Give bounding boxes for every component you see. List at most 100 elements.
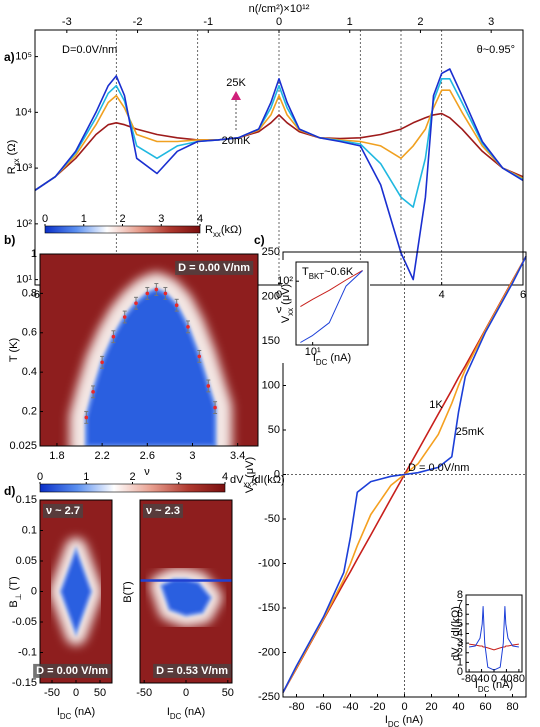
y-axis-label: Rxx (Ω) [6, 140, 21, 174]
x-axis-label-part: I [167, 706, 170, 718]
annotation: D = 0.53 V/nm [156, 665, 228, 677]
x-axis-label-part: DC [170, 712, 182, 721]
data-line [34, 112, 524, 191]
inset-x-label-part: I [475, 679, 478, 691]
data-point [163, 291, 168, 296]
x-tick-label: -80 [289, 701, 305, 713]
y-tick-label: 7 [457, 599, 463, 611]
y-tick-label: -50 [264, 513, 280, 525]
y-tick-label: -100 [258, 557, 280, 569]
y-tick-label: -0.15 [12, 677, 37, 689]
inset-annotation-part: T [302, 266, 309, 278]
arrow-head [231, 91, 241, 100]
inset-x-label-part: (nA) [327, 352, 351, 364]
inset-annotation: TBKT~0.6K [302, 266, 354, 281]
inset-x-label-part: I [313, 352, 316, 364]
panel-label: b) [4, 233, 15, 247]
y-tick-label: 0.1 [22, 524, 37, 536]
y-tick-label: 200 [262, 290, 280, 302]
y-tick-label: -200 [258, 646, 280, 658]
data-point [213, 405, 217, 410]
x-tick-label: 0 [401, 701, 407, 713]
y-tick-label: 150 [262, 335, 280, 347]
annotation: D = 0.00 V/nm [178, 262, 250, 274]
y-axis-label: T (K) [8, 338, 20, 362]
x-tick-label: -6 [30, 289, 40, 301]
inset-x-label-part: DC [478, 685, 490, 694]
x-tick-label: -80 [461, 673, 477, 685]
data-point [154, 287, 159, 292]
x-axis-label-part: DC [388, 720, 400, 727]
x-axis-label-part: I [385, 714, 388, 726]
data-point [145, 291, 150, 296]
x-tick-label: 0 [276, 289, 282, 301]
x-axis-label-part: (nA) [399, 714, 423, 726]
annotation-box [33, 663, 112, 678]
annotation: D = 0.0V/nm [408, 462, 469, 474]
inset-y-label: Vxx (μV) [280, 284, 295, 323]
y-axis-label-part: R [6, 166, 18, 174]
y-axis-label: B(T) [122, 581, 134, 602]
colorbar-tick-label: 3 [176, 471, 182, 483]
inset-y-label-part: xx [286, 308, 295, 316]
colorbar-label-part: /dI(kΩ) [251, 474, 284, 486]
y-tick-label: 0.8 [22, 287, 37, 299]
colorbar-tick-label: 1 [81, 213, 87, 225]
x-tick-label: -20 [370, 701, 386, 713]
x2-tick-label: -3 [62, 16, 72, 28]
panel-label: a) [4, 50, 15, 64]
y-axis-label: Vxx(μV) [244, 457, 259, 493]
x-tick-label: -40 [474, 673, 490, 685]
colorbar-tick-label: 2 [129, 471, 135, 483]
x-tick-label: 3.4 [230, 450, 245, 462]
annotation: D=0.0V/nm [62, 44, 117, 56]
x-tick-label: 0 [491, 673, 497, 685]
y-tick-label: -0.1 [18, 646, 37, 658]
heatmap [40, 500, 112, 683]
y-tick-label: -250 [258, 691, 280, 703]
series-label: 20mK [222, 135, 251, 147]
heatmap [140, 500, 232, 683]
x-tick-label: 2.6 [140, 450, 155, 462]
y-tick-label: 1 [31, 248, 37, 260]
y-tick-label: 0.05 [16, 555, 37, 567]
y-axis-label-part: B [8, 600, 20, 607]
x-axis-label: ν [144, 466, 150, 478]
annotation-box [43, 503, 83, 518]
y-axis-label-part: xx [12, 158, 21, 166]
x-tick-label: -60 [316, 701, 332, 713]
inset-y-label-part: (μV) [280, 284, 292, 308]
x-axis-label: IDC (nA) [385, 714, 423, 727]
x-axis-label: IDC (nA) [167, 706, 205, 721]
y-axis-label-part: (T) [8, 576, 20, 593]
y-tick-label: 10² [277, 275, 293, 287]
data-point [186, 325, 190, 329]
y-tick-label: 10⁴ [15, 106, 32, 118]
y-tick-label: 0.025 [9, 440, 37, 452]
y-tick-label: 0 [31, 585, 37, 597]
x-tick-label: -50 [44, 687, 60, 699]
colorbar-tick-label: 2 [119, 213, 125, 225]
colorbar-label: Rxx(kΩ) [205, 224, 242, 239]
data-point [206, 384, 211, 388]
y-tick-label: 0.2 [22, 405, 37, 417]
series-label: 25K [226, 77, 246, 89]
y-tick-label: 0.4 [22, 366, 37, 378]
x-axis-label-part: I [57, 706, 60, 718]
colorbar-label: dVxx/dI(kΩ) [230, 474, 285, 489]
y-tick-label: 5 [457, 618, 463, 630]
y-tick-label: 0 [274, 468, 280, 480]
y-tick-label: 0 [457, 666, 463, 678]
x-axis-label: IDC (nA) [57, 706, 95, 721]
x2-tick-label: -2 [133, 16, 143, 28]
data-line [282, 256, 527, 693]
x2-tick-label: 2 [417, 16, 423, 28]
y-tick-label: 10² [16, 218, 32, 230]
y-axis-label-part: V [244, 485, 256, 493]
y-axis-label-part: (Ω) [6, 140, 18, 159]
y-tick-label: 10³ [16, 162, 32, 174]
x-tick-label: -50 [136, 687, 152, 699]
data-line [34, 78, 524, 208]
x-axis-label-part: (nA) [71, 706, 95, 718]
